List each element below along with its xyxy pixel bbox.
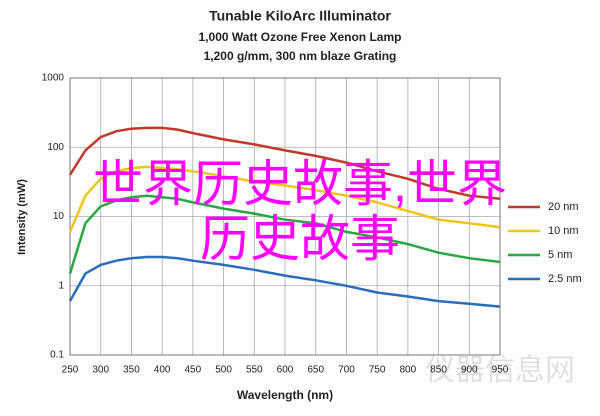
series-line (68, 126, 501, 201)
x-tick-label: 650 (307, 365, 324, 376)
plot-frame (69, 77, 501, 356)
series-line (68, 165, 501, 233)
x-tick-label: 950 (492, 365, 509, 376)
y-tick-label: 1000 (42, 73, 65, 84)
x-tick-label: 450 (185, 365, 202, 376)
x-tick-label: 750 (369, 365, 386, 376)
legend-label: 10 nm (548, 225, 579, 237)
overlay-text: 世界历史故事,世界 (93, 156, 507, 212)
chart-subtitle: 1,200 g/mm, 300 nm blaze Grating (204, 49, 397, 63)
x-tick-label: 850 (430, 365, 447, 376)
legend-label: 5 nm (548, 249, 572, 261)
y-axis-label: Intensity (mW) (16, 179, 28, 255)
x-tick-label: 800 (400, 365, 417, 376)
chart-subtitle: 1,000 Watt Ozone Free Xenon Lamp (199, 30, 402, 44)
x-tick-label: 400 (154, 365, 171, 376)
x-tick-label: 550 (246, 365, 263, 376)
watermark: 仪器信息网 (425, 354, 575, 387)
y-tick-label: 10 (53, 211, 65, 222)
y-tick-label: 0.1 (50, 350, 64, 361)
y-tick-label: 1 (58, 280, 64, 291)
x-tick-label: 500 (215, 365, 232, 376)
x-tick-label: 900 (461, 365, 478, 376)
x-tick-label: 350 (123, 365, 140, 376)
x-tick-label: 700 (338, 365, 355, 376)
x-axis-label: Wavelength (nm) (237, 388, 333, 402)
x-tick-label: 250 (62, 365, 79, 376)
legend-label: 2.5 nm (548, 273, 582, 285)
series-line (68, 194, 501, 274)
x-tick-label: 300 (92, 365, 109, 376)
legend-label: 20 nm (548, 201, 579, 213)
chart-title: Tunable KiloArc Illuminator (209, 8, 391, 24)
x-tick-label: 600 (277, 365, 294, 376)
series-line (68, 255, 501, 308)
y-tick-label: 100 (47, 142, 64, 153)
overlay-text: 历史故事 (200, 211, 400, 267)
